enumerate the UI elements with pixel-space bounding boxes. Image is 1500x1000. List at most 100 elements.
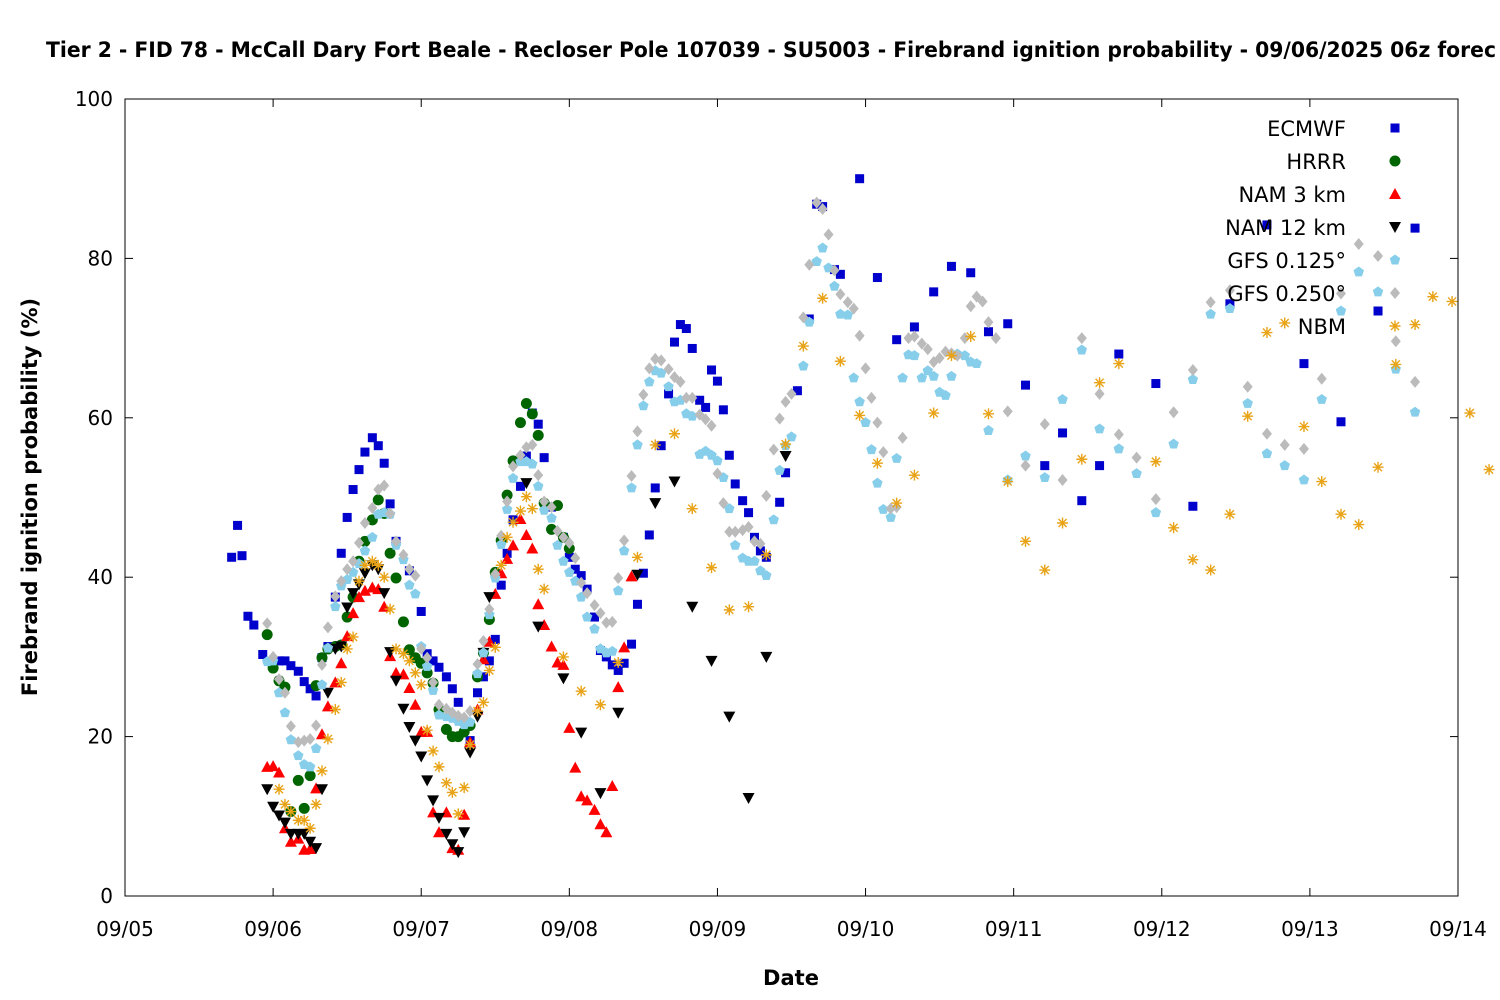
data-point: [409, 698, 422, 710]
data-point: [712, 467, 723, 480]
data-point: [347, 588, 360, 600]
data-point: [521, 451, 531, 461]
data-point: [335, 676, 347, 688]
data-point: [570, 564, 580, 574]
data-point: [1020, 459, 1031, 472]
data-point: [299, 677, 309, 687]
data-point: [358, 584, 371, 596]
data-point: [612, 707, 625, 719]
data-point: [1409, 319, 1421, 331]
data-point: [595, 607, 606, 620]
data-point: [322, 642, 334, 653]
data-point: [489, 641, 501, 653]
data-point: [1279, 317, 1291, 329]
data-point: [292, 814, 304, 826]
data-point: [768, 443, 779, 456]
data-point: [1168, 438, 1179, 449]
legend-label: NBM: [1298, 315, 1346, 339]
data-point: [390, 675, 403, 687]
data-point: [501, 503, 513, 514]
data-point: [415, 751, 428, 763]
data-point: [668, 476, 681, 488]
data-point: [261, 629, 273, 641]
data-point: [612, 681, 625, 693]
data-point: [804, 258, 815, 271]
legend-marker: [1390, 287, 1400, 299]
data-point: [403, 644, 415, 656]
data-point: [730, 479, 740, 489]
data-point: [378, 571, 390, 583]
data-point: [627, 639, 637, 649]
data-point: [558, 555, 569, 566]
data-point: [532, 429, 544, 441]
data-point: [336, 548, 346, 558]
y-tick-label: 40: [88, 565, 113, 589]
data-point: [359, 517, 370, 530]
data-point: [625, 570, 638, 582]
data-point: [724, 503, 735, 514]
x-tick-label: 09/08: [541, 917, 599, 941]
data-point: [310, 798, 322, 810]
data-point: [706, 449, 717, 460]
data-point: [1114, 349, 1124, 359]
data-point: [501, 552, 514, 564]
data-point: [613, 571, 624, 584]
data-point: [304, 842, 317, 854]
x-tick-label: 09/14: [1429, 917, 1487, 941]
data-point: [533, 419, 543, 429]
data-point: [780, 438, 792, 450]
legend-marker: [1389, 155, 1401, 167]
x-tick-label: 09/12: [1133, 917, 1191, 941]
data-point: [946, 261, 956, 271]
data-point: [421, 724, 433, 736]
data-point: [533, 469, 544, 482]
data-point: [928, 370, 939, 381]
data-point: [594, 788, 607, 800]
data-point: [774, 464, 785, 475]
x-axis-label: Date: [763, 966, 819, 990]
data-point: [589, 623, 600, 634]
data-point: [687, 410, 698, 421]
data-point: [1039, 472, 1050, 483]
data-point: [367, 531, 378, 542]
data-point: [1279, 460, 1290, 471]
data-point: [755, 546, 765, 556]
data-point: [1335, 508, 1347, 520]
data-point: [1094, 387, 1105, 400]
data-point: [626, 482, 637, 493]
data-point: [311, 691, 321, 701]
data-point: [557, 673, 570, 685]
data-point: [928, 407, 940, 419]
data-point: [315, 784, 328, 796]
data-point: [452, 808, 464, 820]
y-tick-label: 100: [75, 87, 113, 111]
data-point: [552, 524, 563, 537]
data-point: [842, 309, 854, 320]
data-point: [966, 268, 976, 278]
data-point: [373, 441, 383, 451]
data-point: [520, 478, 533, 490]
data-point: [835, 269, 845, 279]
data-point: [274, 673, 285, 686]
data-point: [601, 616, 612, 629]
data-point: [854, 409, 866, 421]
data-point: [447, 684, 457, 694]
data-point: [453, 697, 463, 707]
y-tick-label: 80: [88, 246, 113, 270]
data-point: [515, 449, 526, 462]
data-point: [322, 733, 334, 745]
data-point: [495, 559, 507, 571]
data-point: [501, 531, 513, 543]
data-point: [1187, 363, 1198, 376]
data-point: [1427, 291, 1439, 303]
y-axis-label: Firebrand ignition probability (%): [18, 298, 42, 696]
data-point: [909, 322, 919, 332]
data-point: [606, 780, 619, 792]
data-point: [490, 568, 501, 581]
data-point: [538, 619, 551, 631]
data-point: [626, 469, 637, 482]
data-point: [589, 599, 600, 612]
data-point: [1076, 332, 1087, 345]
series-gfs-0-250-: [262, 196, 1421, 749]
data-point: [1483, 464, 1495, 476]
